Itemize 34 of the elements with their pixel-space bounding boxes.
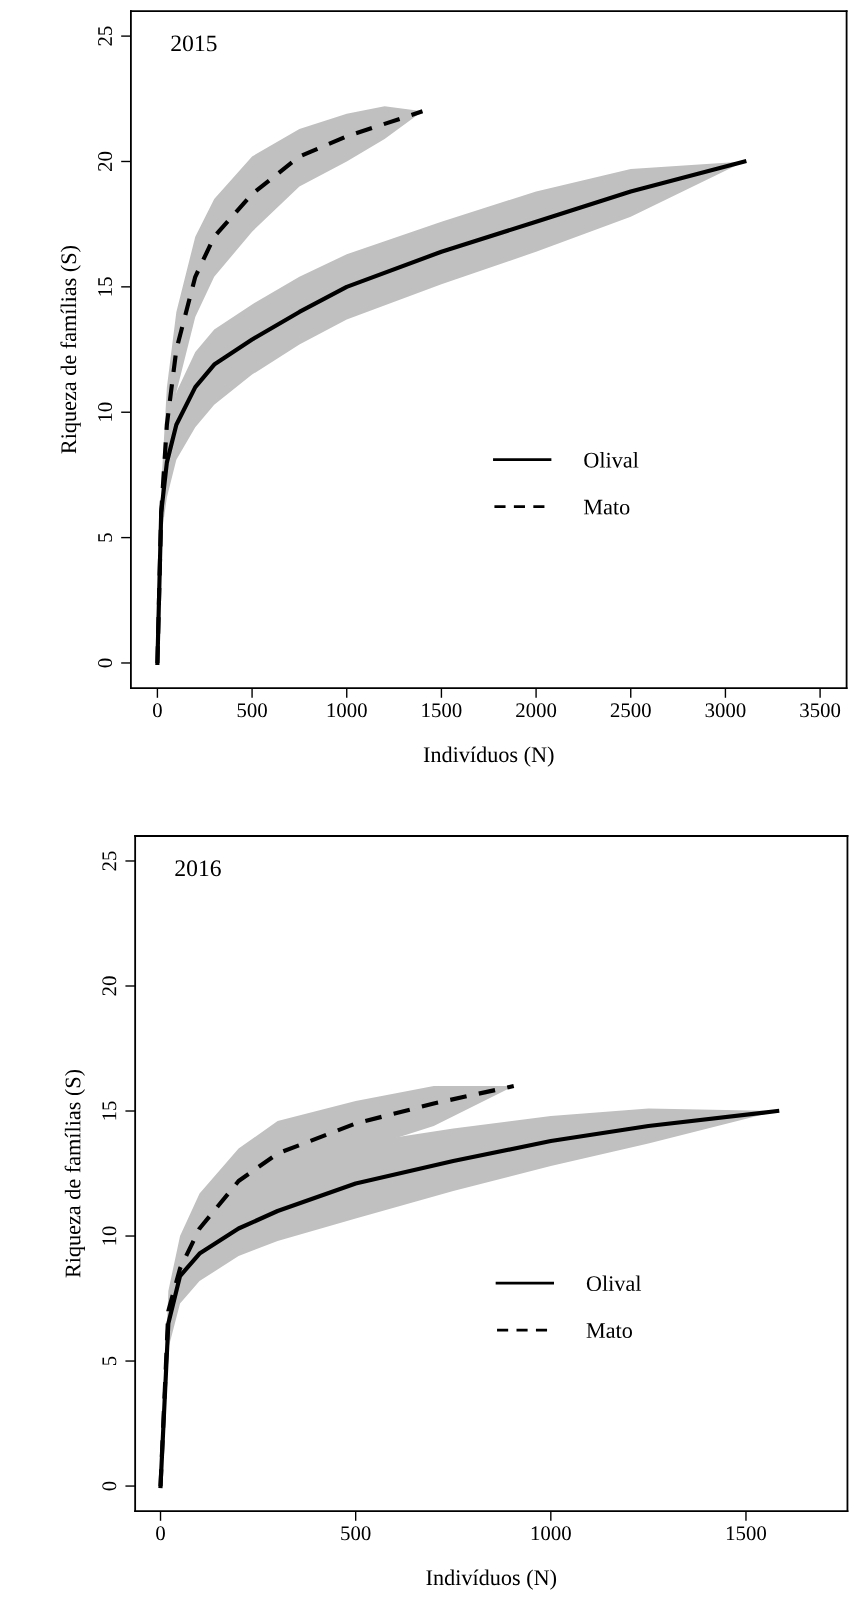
y-tick-label: 5 [98,533,113,542]
annotation: 2015 [171,35,217,52]
x-tick-label: 3000 [705,703,746,718]
y-tick-label: 15 [102,1101,117,1120]
x-tick-label: 1500 [422,703,462,718]
legend-label: Olival [586,1275,642,1292]
legend-label: Mato [583,499,630,515]
y-axis-title: Riqueza de famílias (S) [60,245,81,454]
x-axis-title: Indivíduos (N) [423,746,554,767]
y-tick-label: 10 [102,1226,117,1245]
x-tick-label: 2500 [610,703,651,718]
x-tick-label: 1000 [531,1526,571,1541]
x-tick-label: 2000 [516,703,557,718]
y-tick-label: 5 [102,1356,117,1366]
y-tick-label: 25 [102,851,117,871]
y-tick-label: 15 [98,277,113,296]
x-axis-title: Indivíduos (N) [426,1569,557,1590]
x-tick-label: 3500 [800,703,841,718]
annotation: 2016 [175,860,221,877]
y-tick-label: 0 [102,1481,117,1491]
x-tick-label: 500 [237,703,267,718]
legend-label: Mato [586,1323,632,1339]
x-tick-label: 1500 [726,1526,767,1541]
x-tick-label: 500 [341,1526,371,1541]
y-tick-label: 20 [102,976,117,996]
legend-label: Olival [584,452,639,468]
y-tick-label: 10 [98,402,113,421]
y-tick-label: 0 [98,658,113,668]
y-tick-label: 25 [98,26,113,46]
x-tick-label: 0 [156,1526,165,1541]
x-tick-label: 0 [152,703,162,718]
y-axis-title: Riqueza de famílias (S) [64,1069,86,1278]
x-tick-label: 1000 [327,703,367,718]
y-tick-label: 20 [98,151,113,171]
